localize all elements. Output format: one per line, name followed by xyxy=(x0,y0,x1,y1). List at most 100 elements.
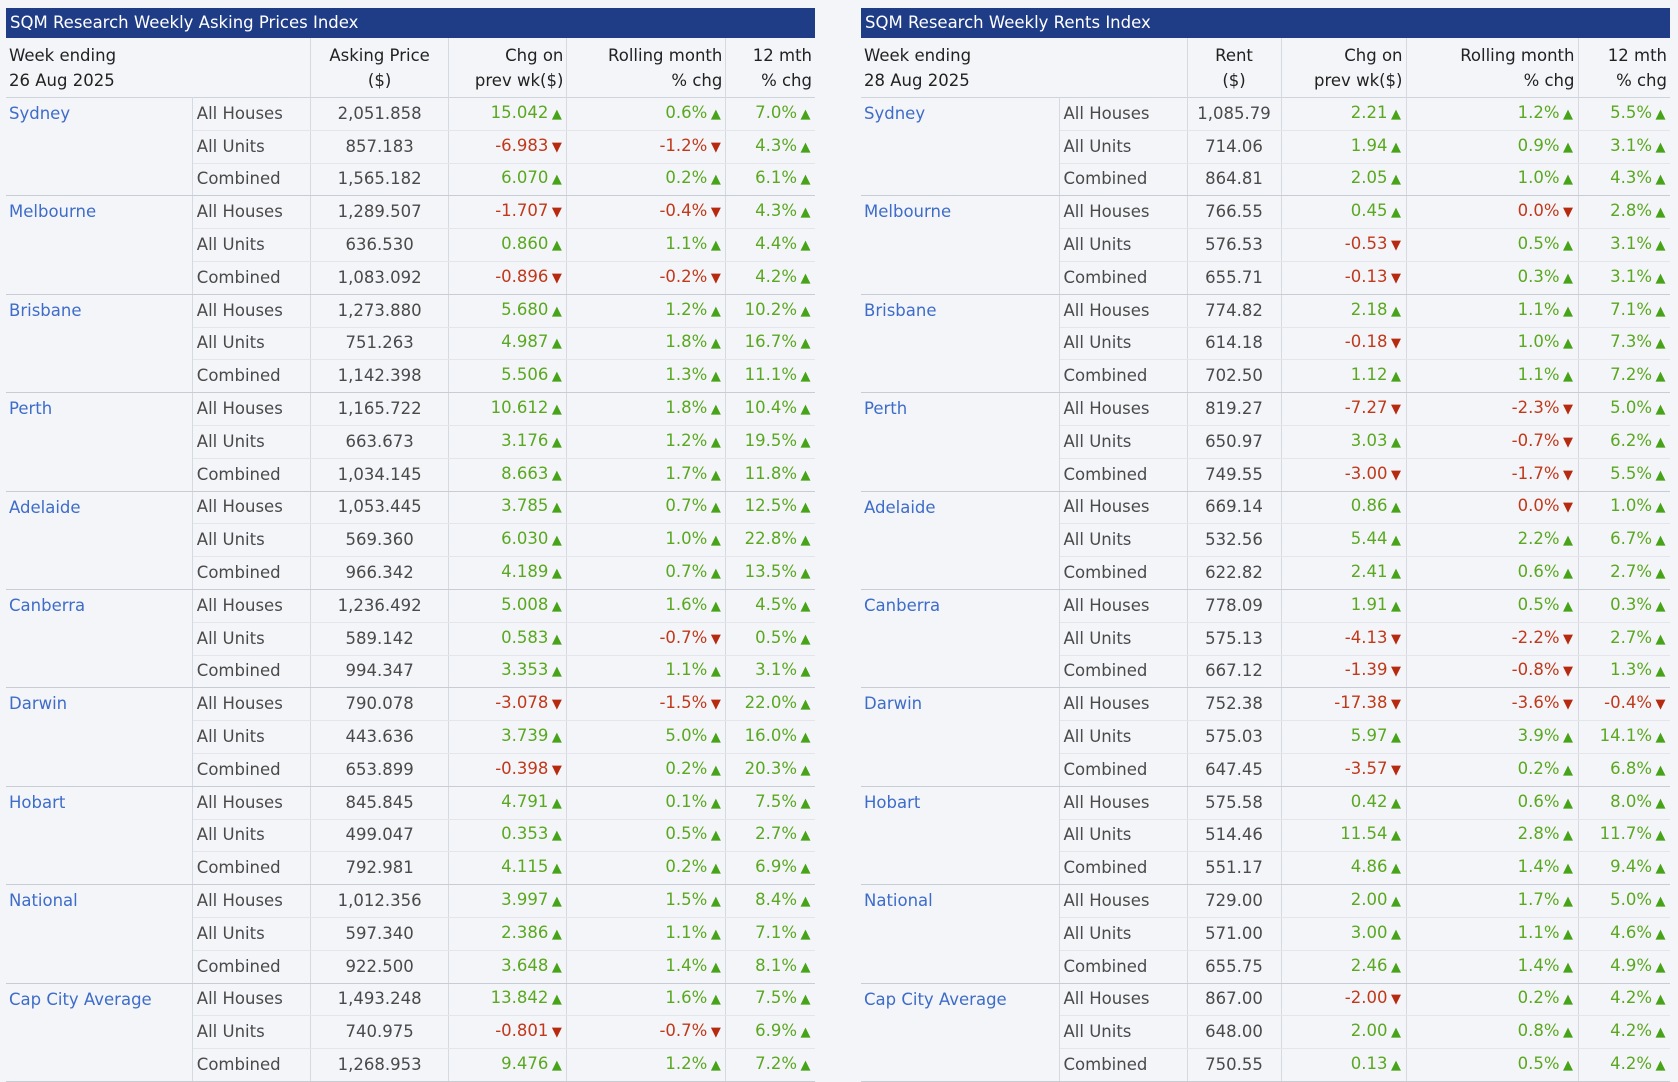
city-link[interactable]: Darwin xyxy=(6,687,193,787)
property-type-cell: Combined xyxy=(1059,1048,1188,1082)
triangle-up-icon: ▲ xyxy=(800,402,811,418)
city-link[interactable]: Canberra xyxy=(6,589,193,689)
triangle-up-icon: ▲ xyxy=(710,336,721,352)
table-row: All Units 650.97 3.03 ▲ -0.7% ▼ 6.2% ▲ xyxy=(861,425,1670,459)
weekly-change-value: 2.41 xyxy=(1350,562,1388,582)
city-link[interactable]: Cap City Average xyxy=(861,983,1060,1082)
triangle-up-icon: ▲ xyxy=(710,1058,721,1073)
rent-header-line1: Rent xyxy=(1215,46,1253,65)
triangle-up-icon: ▲ xyxy=(1391,959,1401,975)
twelve-month-change-value: 6.9% xyxy=(755,1021,797,1041)
weekly-change-value: -0.896 xyxy=(495,266,549,286)
table-row: All Units 714.06 1.94 ▲ 0.9% ▲ 3.1% ▲ xyxy=(861,130,1670,164)
table-row: All Units 589.142 0.583 ▲ -0.7% ▼ 0.5% ▲ xyxy=(6,622,815,656)
value-cell: 622.82 xyxy=(1187,556,1282,590)
triangle-down-icon: ▼ xyxy=(1563,434,1573,450)
triangle-up-icon: ▲ xyxy=(1563,238,1573,254)
city-link[interactable]: Brisbane xyxy=(6,294,193,394)
triangle-up-icon: ▲ xyxy=(551,926,562,942)
weekly-change-cell: 11.54 ▲ xyxy=(1281,819,1407,853)
weekly-change-value: -0.801 xyxy=(495,1021,549,1041)
weekly-change-value: 6.070 xyxy=(501,168,549,188)
rolling-month-change-value: -2.3% xyxy=(1511,398,1560,418)
value-cell: 966.342 xyxy=(310,556,449,590)
triangle-up-icon: ▲ xyxy=(1391,205,1401,221)
city-link[interactable]: Melbourne xyxy=(861,195,1060,295)
weekly-change-cell: 8.663 ▲ xyxy=(448,458,568,492)
weekly-change-value: -0.53 xyxy=(1344,234,1388,254)
city-link[interactable]: Perth xyxy=(861,392,1060,492)
city-link[interactable]: Melbourne xyxy=(6,195,193,295)
twelve-month-change-cell: 7.2% ▲ xyxy=(725,1048,815,1082)
city-link[interactable]: Cap City Average xyxy=(6,983,193,1082)
property-type-cell: Combined xyxy=(192,556,312,590)
city-link[interactable]: Adelaide xyxy=(861,491,1060,590)
city-link[interactable]: Hobart xyxy=(861,786,1060,886)
city-link[interactable]: Adelaide xyxy=(6,491,193,590)
rolling-month-change-cell: -2.3% ▼ xyxy=(1406,392,1579,426)
twelve-month-change-cell: 5.5% ▲ xyxy=(1578,97,1670,131)
weekly-change-cell: 0.86 ▲ xyxy=(1281,491,1407,525)
value-cell: 819.27 xyxy=(1187,392,1282,426)
rolling-month-change-cell: -0.8% ▼ xyxy=(1406,655,1579,689)
rolling-month-change-cell: 1.1% ▲ xyxy=(566,917,727,951)
city-link[interactable]: Sydney xyxy=(6,97,193,197)
city-link[interactable]: National xyxy=(6,884,193,984)
triangle-up-icon: ▲ xyxy=(800,205,811,221)
triangle-up-icon: ▲ xyxy=(1391,500,1401,516)
table-row: All Units 663.673 3.176 ▲ 1.2% ▲ 19.5% ▲ xyxy=(6,425,815,459)
city-link[interactable]: Brisbane xyxy=(861,294,1060,394)
triangle-up-icon: ▲ xyxy=(1391,828,1401,844)
triangle-up-icon: ▲ xyxy=(1563,992,1573,1008)
city-link[interactable]: Sydney xyxy=(861,97,1060,197)
table-row: National All Houses 1,012.356 3.997 ▲ 1.5% ▲ 8.… xyxy=(6,884,815,984)
triangle-up-icon: ▲ xyxy=(800,1058,811,1073)
table-row: All Units 443.636 3.739 ▲ 5.0% ▲ 16.0% ▲ xyxy=(6,720,815,754)
triangle-up-icon: ▲ xyxy=(1563,369,1573,385)
value-cell: 648.00 xyxy=(1187,1015,1282,1050)
table-row: All Units 857.183 -6.983 ▼ -1.2% ▼ 4.3% ▲ xyxy=(6,130,815,164)
city-link[interactable]: Canberra xyxy=(861,589,1060,689)
city-link[interactable]: Darwin xyxy=(861,687,1060,787)
rolling-month-change-cell: 0.5% ▲ xyxy=(1406,228,1579,262)
rolling-month-change-cell: 0.2% ▲ xyxy=(566,753,727,787)
property-type-cell: All Houses xyxy=(192,97,312,131)
city-link[interactable]: National xyxy=(861,884,1060,984)
rolling-month-change-cell: 0.5% ▲ xyxy=(1406,589,1579,623)
weekly-change-value: -4.13 xyxy=(1344,627,1388,647)
rolling-month-change-cell: 0.2% ▲ xyxy=(566,851,727,886)
property-type-cell: All Houses xyxy=(192,195,312,230)
value-cell: 532.56 xyxy=(1187,523,1282,558)
value-cell: 650.97 xyxy=(1187,425,1282,459)
table-row: Canberra All Houses 1,236.492 5.008 ▲ 1.6% ▲ 4.… xyxy=(6,589,815,689)
value-cell: 655.71 xyxy=(1187,261,1282,295)
rolling-month-change-value: 1.2% xyxy=(665,430,708,450)
city-link[interactable]: Perth xyxy=(6,392,193,492)
property-type-cell: All Houses xyxy=(192,294,312,328)
chg-prev-wk-header-line2: prev wk($) xyxy=(474,71,564,90)
table-row: Combined 1,034.145 8.663 ▲ 1.7% ▲ 11.8% ▲ xyxy=(6,458,815,492)
twelve-month-change-value: 19.5% xyxy=(744,430,797,450)
twelve-month-header: 12 mth % chg xyxy=(1577,38,1670,98)
triangle-up-icon: ▲ xyxy=(1655,205,1666,221)
table-row: All Units 740.975 -0.801 ▼ -0.7% ▼ 6.9% ▲ xyxy=(6,1015,815,1050)
twelve-month-change-value: 4.6% xyxy=(1610,922,1652,942)
rolling-month-change-cell: 0.3% ▲ xyxy=(1406,261,1579,295)
triangle-up-icon: ▲ xyxy=(551,828,562,844)
triangle-down-icon: ▼ xyxy=(1391,664,1401,680)
city-link[interactable]: Hobart xyxy=(6,786,193,886)
weekly-change-value: 13.842 xyxy=(490,988,549,1008)
rolling-month-change-value: 1.6% xyxy=(665,594,708,614)
weekly-change-value: -7.27 xyxy=(1344,398,1388,418)
rolling-month-change-cell: -0.7% ▼ xyxy=(566,622,727,656)
twelve-month-change-cell: 6.1% ▲ xyxy=(725,163,815,197)
twelve-month-change-value: 7.3% xyxy=(1610,332,1652,352)
weekly-change-value: 3.03 xyxy=(1350,430,1388,450)
twelve-month-header: 12 mth % chg xyxy=(725,38,815,98)
triangle-up-icon: ▲ xyxy=(710,369,721,385)
weekly-change-cell: 3.00 ▲ xyxy=(1281,917,1407,951)
triangle-up-icon: ▲ xyxy=(1391,434,1401,450)
asking-price-header: Asking Price ($) xyxy=(310,38,449,98)
weekly-change-cell: 3.739 ▲ xyxy=(448,720,568,754)
rolling-month-change-value: 1.6% xyxy=(665,988,708,1008)
